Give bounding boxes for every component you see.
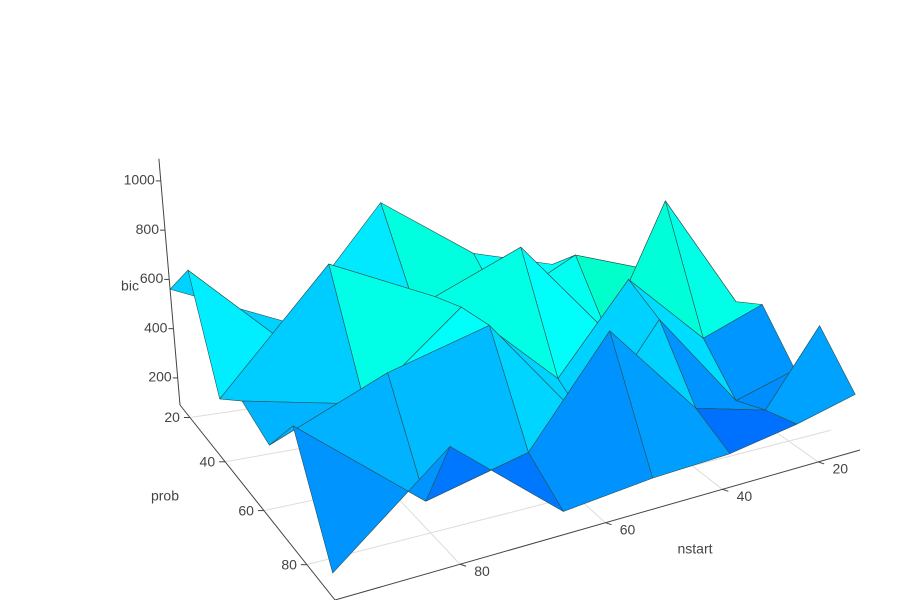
y-tick-label: 40 bbox=[200, 453, 216, 469]
y-tick-label: 80 bbox=[281, 556, 297, 572]
z-axis-line bbox=[158, 158, 181, 406]
x-tick-label: 20 bbox=[832, 461, 848, 477]
x-tick-label: 40 bbox=[737, 488, 753, 504]
x-tick-label: 80 bbox=[474, 563, 490, 579]
z-tick-label: 600 bbox=[140, 270, 164, 286]
z-axis-title: bic bbox=[121, 278, 139, 294]
x-axis-title: nstart bbox=[677, 541, 712, 557]
x-tick bbox=[605, 522, 612, 526]
x-axis-line bbox=[334, 449, 861, 600]
x-tick bbox=[459, 563, 467, 567]
z-tick-label: 200 bbox=[148, 369, 172, 385]
y-axis-title: prob bbox=[151, 488, 179, 504]
z-tick-label: 400 bbox=[144, 319, 168, 335]
y-tick-label: 60 bbox=[238, 502, 254, 518]
y-tick-label: 20 bbox=[164, 409, 180, 425]
z-tick-label: 1000 bbox=[124, 172, 155, 188]
x-tick bbox=[722, 488, 729, 492]
x-tick-label: 60 bbox=[620, 521, 636, 537]
x-tick bbox=[818, 461, 825, 465]
surface-patch bbox=[292, 425, 451, 574]
z-tick-label: 800 bbox=[136, 221, 160, 237]
y-axis-line bbox=[179, 404, 336, 600]
